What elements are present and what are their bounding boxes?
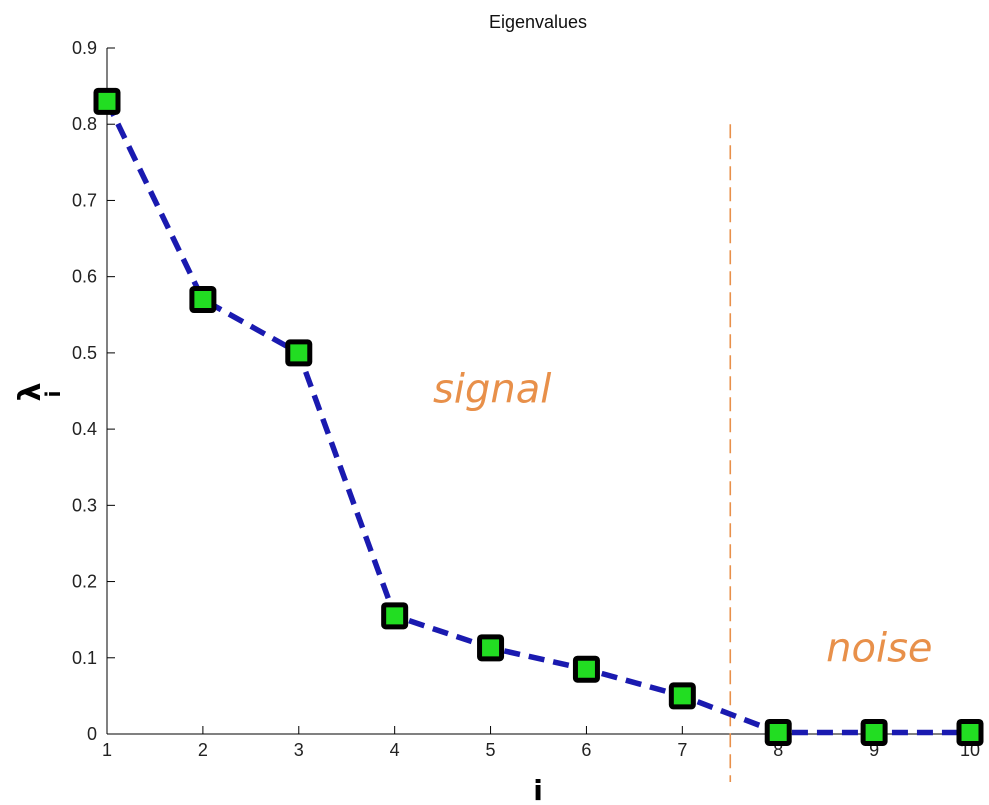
- y-tick-label-5: 0.5: [72, 343, 97, 363]
- data-point-10: [956, 718, 984, 746]
- data-point-7: [668, 682, 696, 710]
- x-tick-label-0: 1: [102, 740, 112, 760]
- plot-area: 00.10.20.30.40.50.60.70.80.91 2 3 4 5 6 7 8 9 10s…: [72, 38, 984, 782]
- y-tick-label-4: 0.4: [72, 419, 97, 439]
- y-tick-label-2: 0.2: [72, 572, 97, 592]
- x-tick-label-3: 4: [390, 740, 400, 760]
- y-tick-label-7: 0.7: [72, 190, 97, 210]
- data-point-2: [189, 286, 217, 314]
- x-tick-label-8: 9: [869, 740, 879, 760]
- x-tick-label-1: 2: [198, 740, 208, 760]
- chart-title: Eigenvalues: [489, 12, 587, 32]
- data-point-1: [93, 87, 121, 115]
- x-tick-label-7: 8: [773, 740, 783, 760]
- x-tick-label-5: 6: [581, 740, 591, 760]
- data-point-4: [381, 602, 409, 630]
- y-tick-label-6: 0.6: [72, 267, 97, 287]
- x-axis-label: i: [533, 774, 543, 805]
- y-tick-label-3: 0.3: [72, 495, 97, 515]
- data-point-5: [477, 634, 505, 662]
- annotation-noise: noise: [826, 626, 932, 672]
- series-line: [104, 100, 970, 736]
- y-tick-label-9: 0.9: [72, 38, 97, 58]
- y-tick-label-0: 0: [87, 724, 97, 744]
- y-axis-label-main: λ: [13, 382, 48, 401]
- data-point-9: [860, 718, 888, 746]
- data-point-6: [572, 655, 600, 683]
- y-tick-label-1: 0.1: [72, 648, 97, 668]
- x-tick-label-6: 7: [677, 740, 687, 760]
- data-point-3: [285, 339, 313, 367]
- x-tick-label-4: 5: [486, 740, 496, 760]
- data-point-8: [764, 718, 792, 746]
- y-tick-label-8: 0.8: [72, 114, 97, 134]
- y-axis-label-sub: i: [41, 391, 65, 398]
- x-tick-label-2: 3: [294, 740, 304, 760]
- y-axis-label: λ i: [13, 382, 65, 401]
- annotation-signal: signal: [433, 366, 551, 412]
